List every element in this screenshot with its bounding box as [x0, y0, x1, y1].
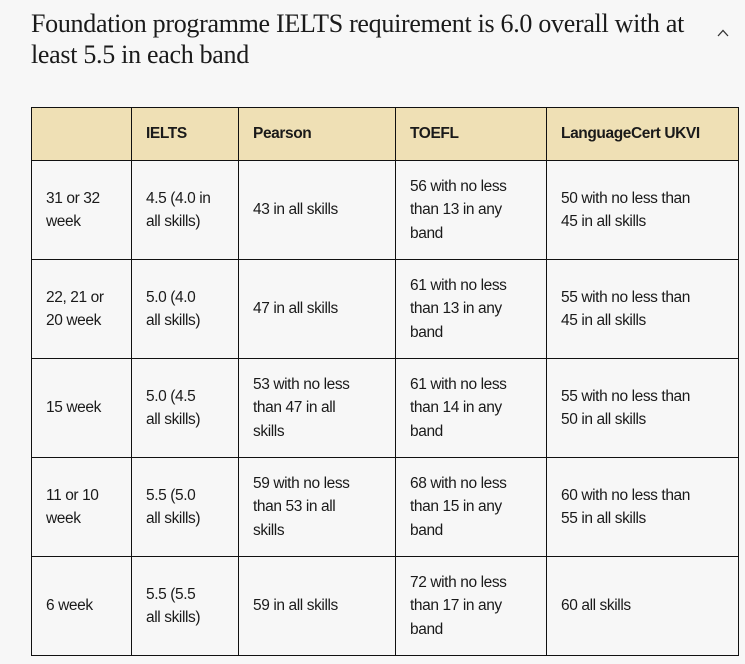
table-row: 22, 21 or 20 week 5.0 (4.0 all skills) 47 … — [31, 259, 739, 359]
accordion-title[interactable]: Foundation programme IELTS requirement i… — [31, 9, 684, 69]
column-header: Pearson — [238, 107, 396, 161]
table-cell: 47 in all skills — [238, 259, 396, 359]
column-header — [31, 107, 132, 161]
table-row: 11 or 10 week 5.5 (5.0 all skills) 59 with… — [31, 457, 739, 557]
table-header-row: IELTS Pearson TOEFL LanguageCert UKVI — [31, 107, 739, 161]
table-cell: 60 all skills — [546, 556, 739, 656]
table-cell: 43 in all skills — [238, 160, 396, 260]
english-requirements-table: IELTS Pearson TOEFL LanguageCert UKVI 31 or… — [31, 107, 739, 656]
column-header: LanguageCert UKVI — [546, 107, 739, 161]
chevron-up-icon[interactable] — [716, 26, 730, 40]
table-row: 15 week 5.0 (4.5 all skills) 53 with no le… — [31, 358, 739, 458]
column-header: TOEFL — [395, 107, 547, 161]
table-cell: 59 in all skills — [238, 556, 396, 656]
row-label-cell: 15 week — [31, 358, 132, 458]
table-cell: 68 with no less than 15 in any band — [395, 457, 547, 557]
table-cell: 50 with no less than 45 in all skills — [546, 160, 739, 260]
table-cell: 56 with no less than 13 in any band — [395, 160, 547, 260]
row-label-cell: 6 week — [31, 556, 132, 656]
table-cell: 5.0 (4.0 all skills) — [131, 259, 239, 359]
table-row: 31 or 32 week 4.5 (4.0 in all skills) 43 i… — [31, 160, 739, 260]
table-cell: 5.5 (5.0 all skills) — [131, 457, 239, 557]
table-cell: 72 with no less than 17 in any band — [395, 556, 547, 656]
row-label-cell: 22, 21 or 20 week — [31, 259, 132, 359]
table-cell: 53 with no less than 47 in all skills — [238, 358, 396, 458]
row-label-cell: 31 or 32 week — [31, 160, 132, 260]
table-cell: 5.0 (4.5 all skills) — [131, 358, 239, 458]
table-row: 6 week 5.5 (5.5 all skills) 59 in all skil… — [31, 556, 739, 656]
table-cell: 4.5 (4.0 in all skills) — [131, 160, 239, 260]
table-cell: 61 with no less than 14 in any band — [395, 358, 547, 458]
table-cell: 55 with no less than 50 in all skills — [546, 358, 739, 458]
table-cell: 5.5 (5.5 all skills) — [131, 556, 239, 656]
table-cell: 55 with no less than 45 in all skills — [546, 259, 739, 359]
table-cell: 60 with no less than 55 in all skills — [546, 457, 739, 557]
table-cell: 61 with no less than 13 in any band — [395, 259, 547, 359]
row-label-cell: 11 or 10 week — [31, 457, 132, 557]
table-cell: 59 with no less than 53 in all skills — [238, 457, 396, 557]
column-header: IELTS — [131, 107, 239, 161]
